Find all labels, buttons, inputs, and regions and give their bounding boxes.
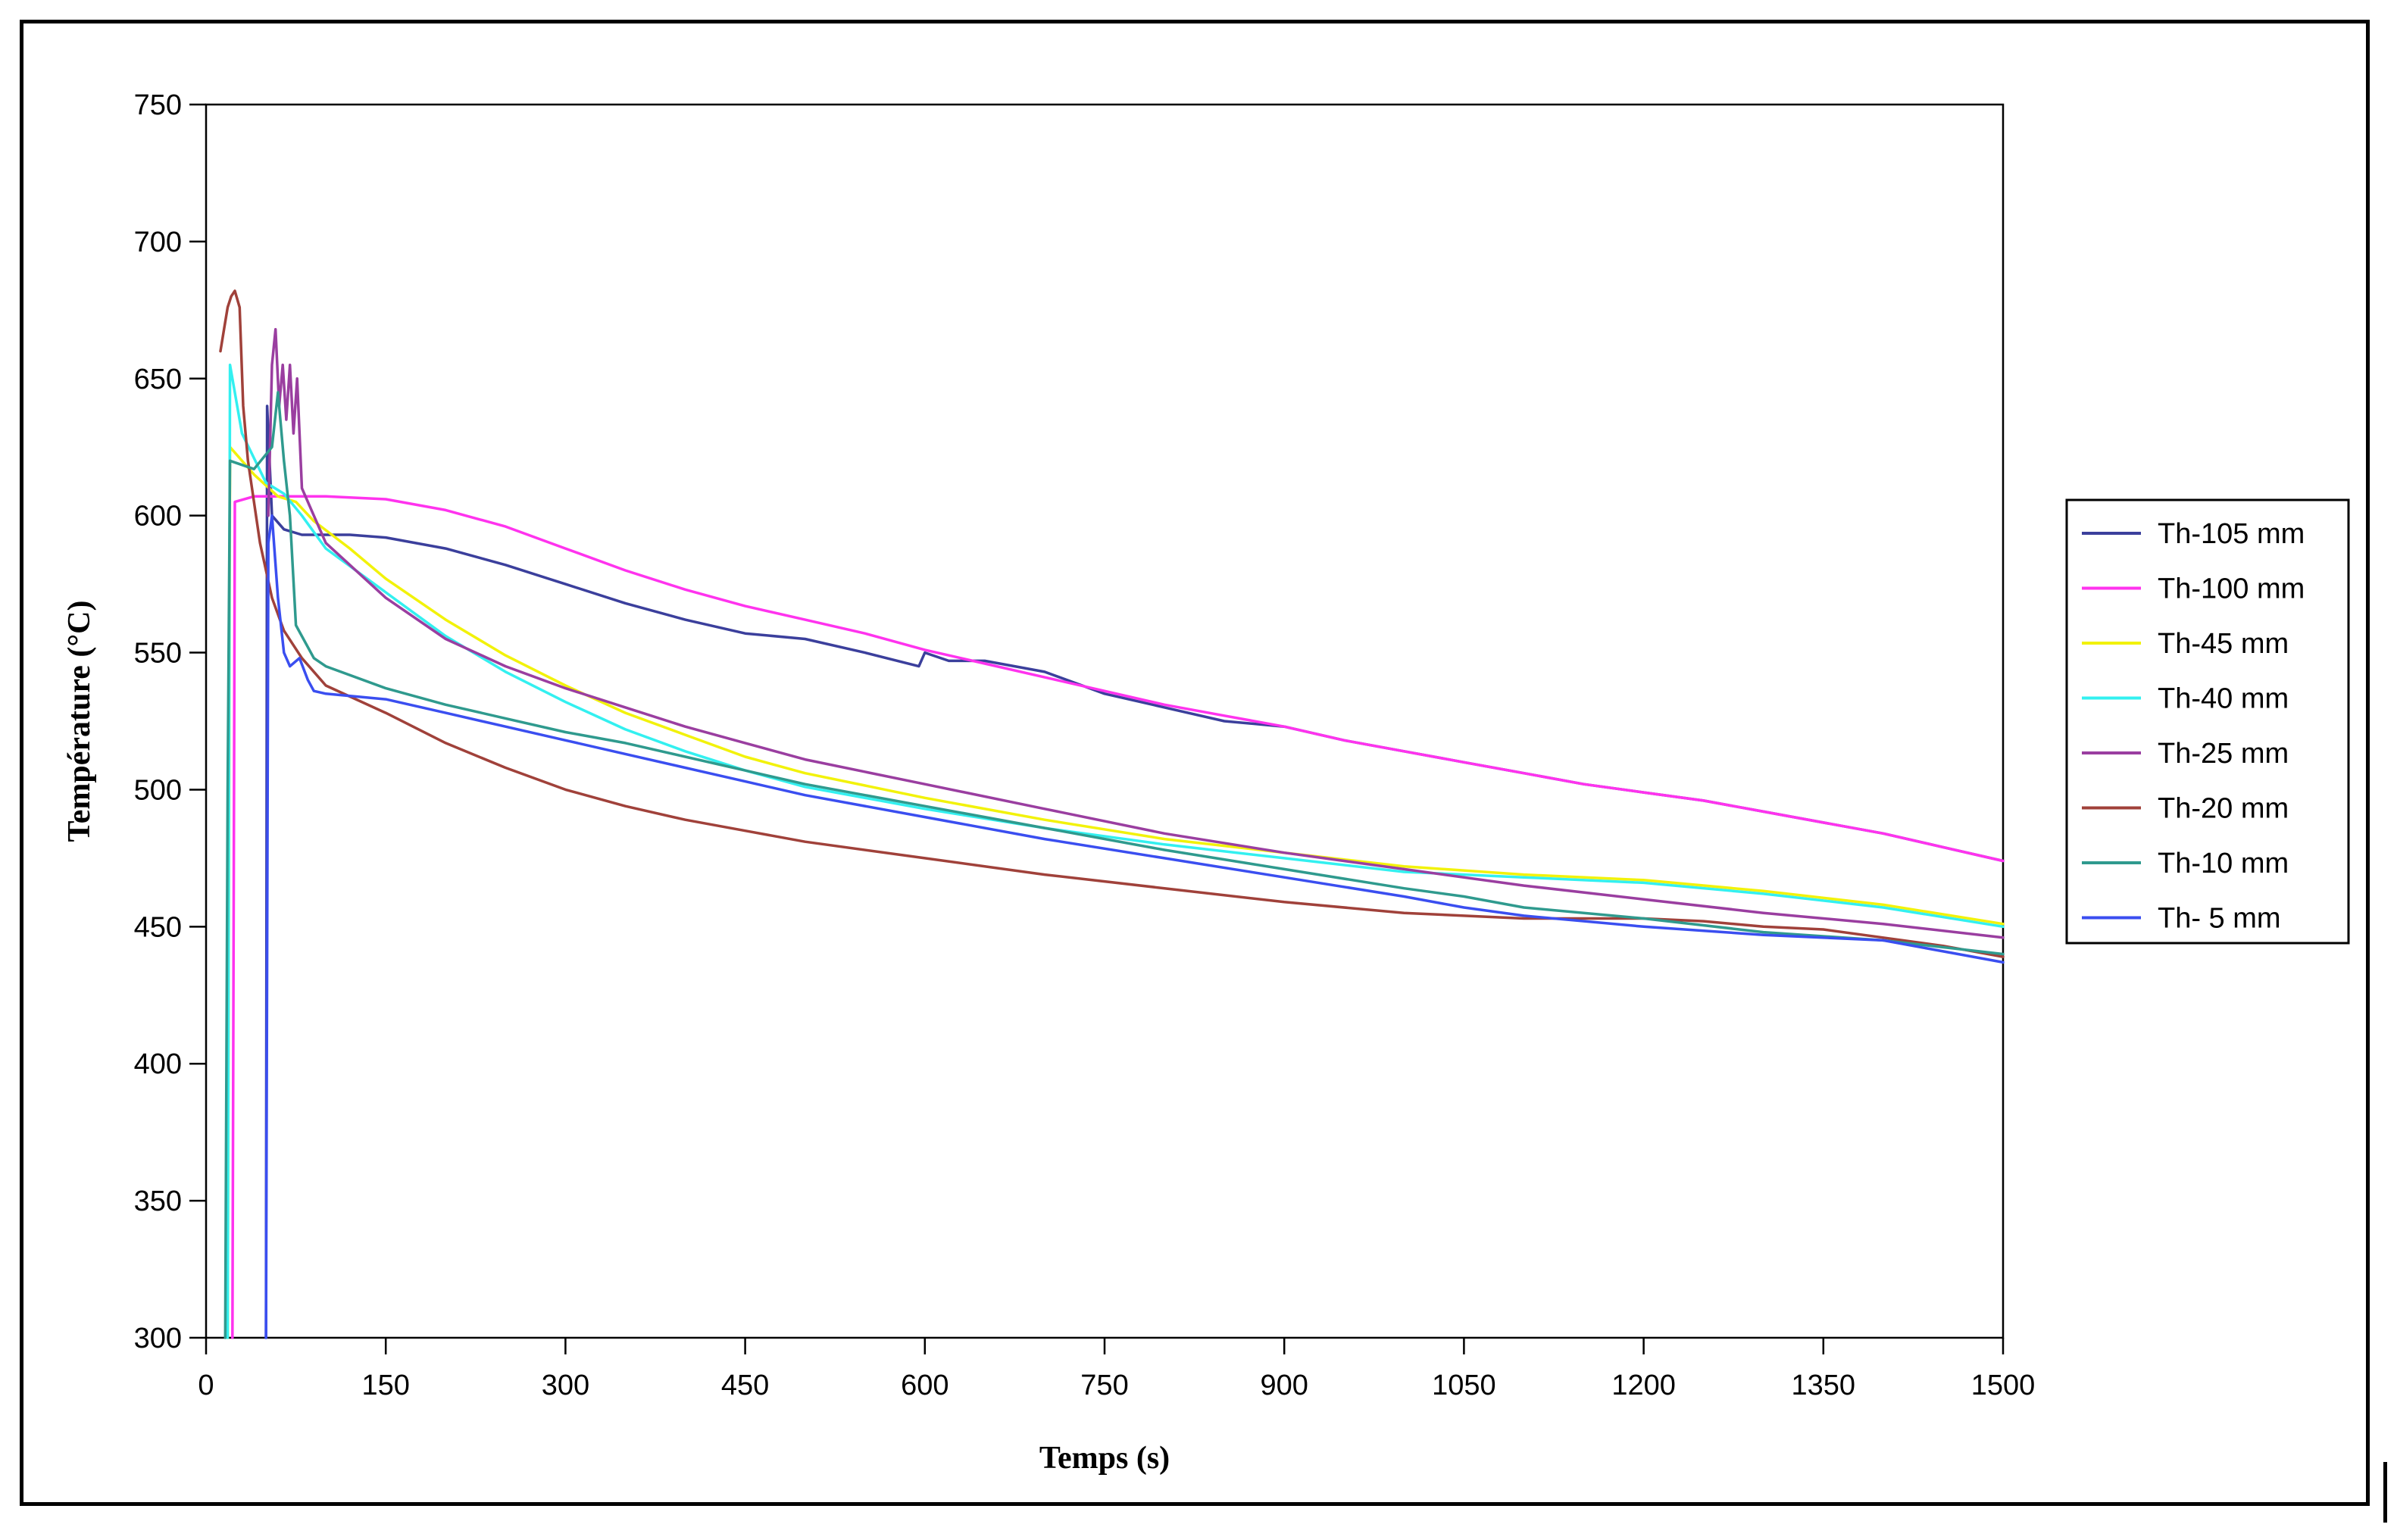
x-tick-label: 450 [721,1370,769,1401]
legend: Th-105 mm Th-100 mm Th-45 mm Th-40 mm Th-25 … [2065,498,2350,945]
y-tick-label: 300 [134,1323,182,1354]
y-tick-label: 650 [134,364,182,395]
x-tick-label: 300 [542,1370,589,1401]
y-tick-label: 450 [134,911,182,943]
legend-entry: Th- 5 mm [2158,903,2281,935]
chart-frame [20,20,2370,1506]
legend-entry: Th-45 mm [2158,628,2289,660]
y-tick-label: 400 [134,1048,182,1080]
y-tick-label: 350 [134,1185,182,1217]
series-line [267,327,2005,939]
x-tick-label: 150 [361,1370,409,1401]
series-line [264,514,2005,1339]
series-line [226,445,2005,1339]
y-tick-label: 500 [134,774,182,806]
legend-entry: Th-105 mm [2158,518,2305,550]
series-line [231,495,2005,1339]
legend-entry: Th-40 mm [2158,683,2289,715]
x-tick-label: 750 [1080,1370,1128,1401]
y-axis: 300 350 400 450 500 550 600 650 700 750 [134,89,206,1354]
legend-entry: Th-10 mm [2158,848,2289,879]
x-tick-label: 1050 [1432,1370,1496,1401]
x-axis: 0 150 300 450 600 750 900 1050 1200 1350 1500 [198,1338,2035,1401]
x-tick-label: 1500 [1971,1370,2036,1401]
legend-box [2065,498,2350,945]
frame-edge-mark [2383,1462,2387,1523]
series-layer [219,289,2005,1339]
y-tick-label: 600 [134,501,182,533]
x-tick-label: 600 [901,1370,948,1401]
x-tick-label: 1350 [1792,1370,1856,1401]
legend-entry: Th-25 mm [2158,738,2289,770]
y-tick-label: 550 [134,638,182,670]
y-tick-label: 700 [134,226,182,258]
series-line [223,391,2005,1339]
legend-entry: Th-20 mm [2158,793,2289,825]
x-tick-label: 0 [198,1370,214,1401]
x-tick-label: 1200 [1611,1370,1676,1401]
x-axis-title: Temps (s) [1039,1441,1170,1476]
x-tick-label: 900 [1260,1370,1308,1401]
plot-area [205,103,2005,1339]
y-tick-label: 750 [134,89,182,121]
series-line [226,363,2005,1339]
y-axis-title: Température (°C) [62,601,97,842]
legend-entry: Th-100 mm [2158,573,2305,605]
